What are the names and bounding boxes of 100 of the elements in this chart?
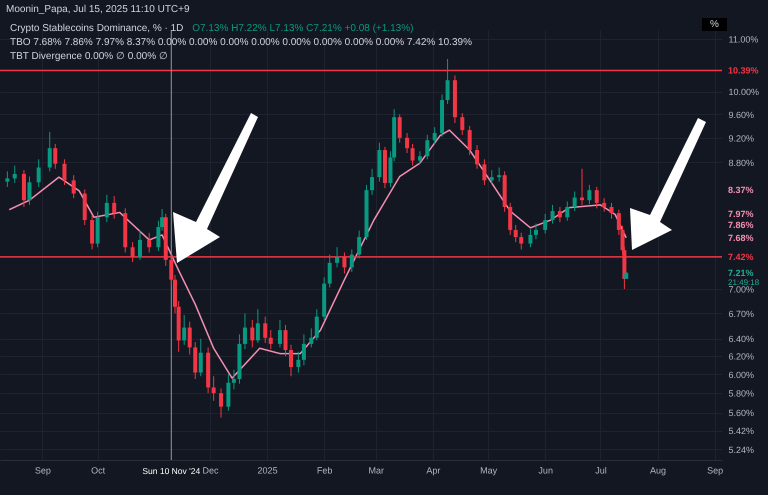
y-tick-label: 9.60%: [728, 110, 754, 120]
x-tick-label: May: [480, 466, 498, 476]
candlestick: [232, 369, 236, 390]
x-tick-label: Jun: [538, 466, 553, 476]
y-tick-label: 5.80%: [728, 388, 754, 399]
candlestick: [534, 223, 538, 240]
x-tick-label: Dec: [202, 466, 219, 476]
y-axis-title: %: [702, 18, 727, 31]
candlestick: [27, 176, 32, 206]
candlestick: [48, 131, 52, 172]
candlestick: [90, 214, 94, 250]
candlestick: [565, 201, 570, 222]
y-tick-label: 11.00%: [728, 34, 758, 44]
candlestick: [302, 334, 306, 366]
y-tick-label: 5.24%: [728, 444, 754, 455]
candlestick: [580, 168, 584, 206]
y-tick-label: 5.60%: [728, 408, 754, 418]
text: 7.86%: [728, 220, 754, 230]
candlestick: [350, 248, 354, 272]
x-tick-label: Mar: [368, 466, 384, 476]
candlestick: [53, 143, 58, 170]
y-tick-label: 10.00%: [728, 87, 760, 98]
x-tick-label: Oct: [91, 466, 106, 476]
chart-title: Crypto Stablecoins Dominance, % · 1D: [10, 23, 184, 34]
ref-line-label: Sun 10 Nov '24: [142, 466, 200, 476]
candlestick: [497, 167, 502, 182]
candlestick: [198, 338, 203, 377]
candlestick: [289, 344, 294, 377]
x-tick-label: Sep: [707, 466, 724, 476]
x-tick-label: Aug: [650, 466, 666, 476]
candlestick: [309, 328, 314, 348]
candlestick: [268, 330, 273, 350]
candlestick: [405, 132, 410, 154]
candlestick: [72, 174, 76, 199]
candlestick: [112, 196, 116, 220]
chart-subtitle: O7.13% H7.22% L7.13% C7.21% +0.08 (+1.13%): [191, 23, 414, 34]
candlestick: [543, 213, 548, 234]
candlestick: [490, 170, 494, 184]
y-tick-label: 8.80%: [728, 158, 754, 168]
candlestick: [335, 246, 340, 268]
candlestick: [594, 186, 599, 209]
text: 21:49:18: [728, 278, 760, 287]
text: 7.97%: [728, 209, 754, 219]
candlestick: [519, 232, 524, 250]
candlestick: [5, 170, 10, 188]
candlestick: [219, 388, 224, 418]
y-tick-label: 7.00%: [728, 284, 754, 295]
candlestick: [188, 321, 192, 355]
candlestick: [425, 134, 430, 160]
text: 7.21%: [728, 268, 754, 278]
ref-line-label: 10.39%: [728, 66, 759, 76]
x-tick-label: Jul: [595, 466, 607, 476]
candlestick: [104, 194, 109, 223]
candlestick: [182, 314, 186, 346]
candlestick: [572, 191, 577, 212]
y-tick-label: 6.20%: [728, 352, 754, 362]
ref-line-label: 7.42%: [728, 252, 754, 262]
candlestick: [475, 144, 480, 170]
candlestick: [550, 204, 555, 224]
candlestick: [314, 308, 319, 341]
y-tick-label: 6.00%: [728, 370, 754, 380]
candlestick: [609, 202, 614, 220]
candlestick: [242, 312, 247, 350]
text: 7.68%: [728, 233, 754, 243]
candlestick: [587, 184, 592, 205]
candlestick: [482, 158, 486, 186]
candlestick: [138, 230, 142, 260]
candlestick: [432, 126, 437, 144]
candlestick: [468, 125, 472, 156]
candlestick: [278, 319, 282, 348]
x-tick-label: Feb: [316, 466, 332, 476]
candlestick: [508, 202, 512, 236]
candlestick: [147, 232, 152, 253]
candlestick: [256, 308, 260, 344]
x-tick-label: Sep: [34, 466, 51, 476]
y-tick-label: 6.70%: [728, 308, 754, 319]
candlestick: [528, 228, 532, 248]
candlestick: [263, 316, 268, 344]
x-tick-label: Apr: [426, 466, 440, 476]
candlestick: [514, 224, 518, 243]
candlestick: [12, 165, 17, 184]
candlestick: [460, 112, 464, 136]
candlestick: [602, 198, 606, 212]
text: Moonin_Papa, Jul 15, 2025 11:10 UTC+9: [6, 3, 191, 17]
candlestick: [250, 319, 254, 348]
candlestick: [398, 114, 402, 144]
annotation: TBT Divergence 0.00% ∅ 0.00% ∅: [10, 50, 169, 64]
candlestick: [558, 206, 562, 223]
y-tick-label: 6.40%: [728, 334, 754, 344]
candlestick: [62, 158, 66, 186]
candlestick: [370, 168, 374, 196]
text: 8.37%: [728, 185, 754, 195]
candlestick: [410, 143, 415, 166]
candlestick: [36, 158, 41, 188]
candlestick: [446, 58, 450, 105]
y-tick-label: 5.42%: [728, 426, 754, 436]
candlestick: [418, 150, 422, 164]
candlestick: [328, 254, 332, 288]
x-tick-label: 2025: [258, 466, 278, 476]
candlestick: [357, 230, 362, 259]
